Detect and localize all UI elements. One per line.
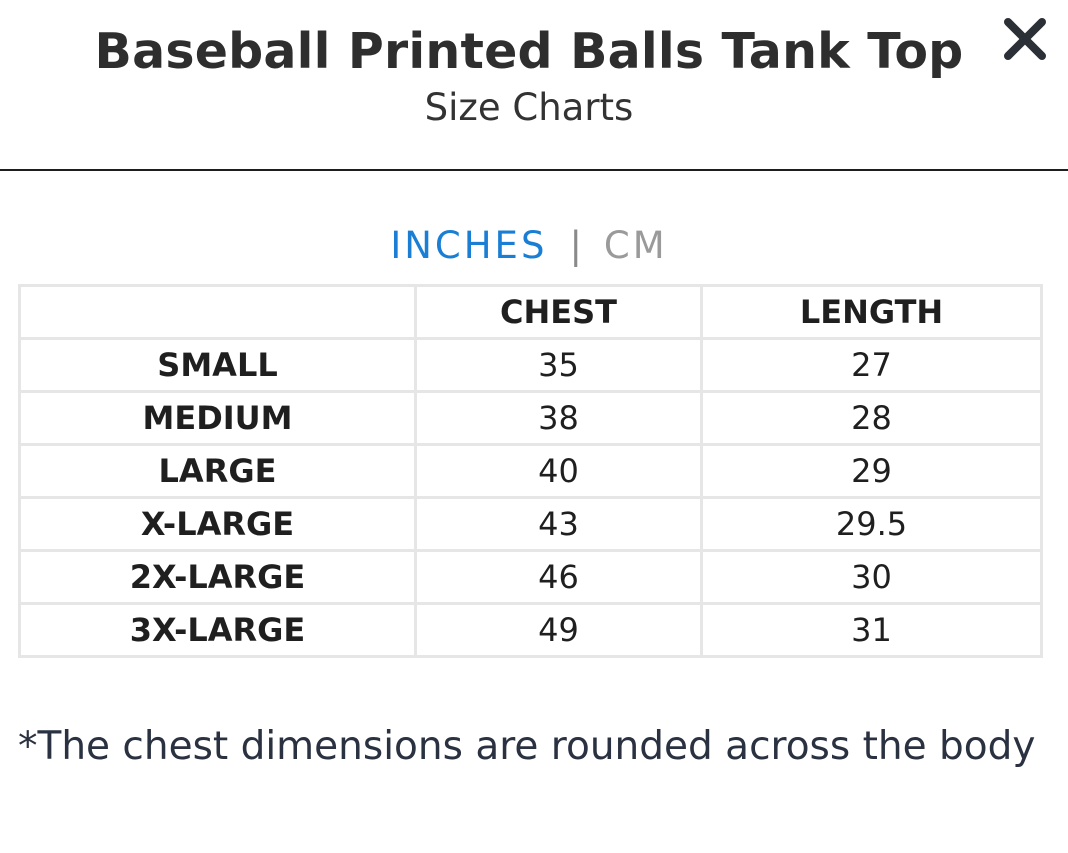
chest-cell: 49 [414,602,703,658]
unit-inches-tab[interactable]: INCHES [390,224,548,267]
table-row: 2X-LARGE 46 30 [18,549,1043,605]
chest-note: *The chest dimensions are rounded across… [18,724,1036,769]
chest-cell: 43 [414,496,703,552]
page-title: Baseball Printed Balls Tank Top [94,23,964,80]
size-cell: X-LARGE [18,496,417,552]
size-cell: MEDIUM [18,390,417,446]
close-button[interactable] [1000,14,1050,64]
table-header-row: CHEST LENGTH [18,284,1043,340]
header-size [18,284,417,340]
table-row: X-LARGE 43 29.5 [18,496,1043,552]
unit-separator: | [569,224,582,267]
length-cell: 27 [700,337,1043,393]
length-cell: 29.5 [700,496,1043,552]
unit-toggle: INCHES | CM [0,222,1058,270]
page-subtitle: Size Charts [424,86,634,129]
length-cell: 29 [700,443,1043,499]
length-cell: 30 [700,549,1043,605]
close-icon [1004,18,1046,60]
size-table: CHEST LENGTH SMALL 35 27 MEDIUM 38 28 LA… [18,284,1043,658]
table-row: SMALL 35 27 [18,337,1043,393]
chest-cell: 35 [414,337,703,393]
size-cell: 3X-LARGE [18,602,417,658]
size-cell: LARGE [18,443,417,499]
unit-cm-tab[interactable]: CM [603,224,668,267]
table-row: LARGE 40 29 [18,443,1043,499]
size-cell: 2X-LARGE [18,549,417,605]
chest-cell: 40 [414,443,703,499]
size-chart-header: Baseball Printed Balls Tank Top Size Cha… [0,0,1068,171]
size-cell: SMALL [18,337,417,393]
length-cell: 28 [700,390,1043,446]
header-length: LENGTH [700,284,1043,340]
table-row: MEDIUM 38 28 [18,390,1043,446]
chest-cell: 38 [414,390,703,446]
length-cell: 31 [700,602,1043,658]
table-row: 3X-LARGE 49 31 [18,602,1043,658]
chest-cell: 46 [414,549,703,605]
header-chest: CHEST [414,284,703,340]
